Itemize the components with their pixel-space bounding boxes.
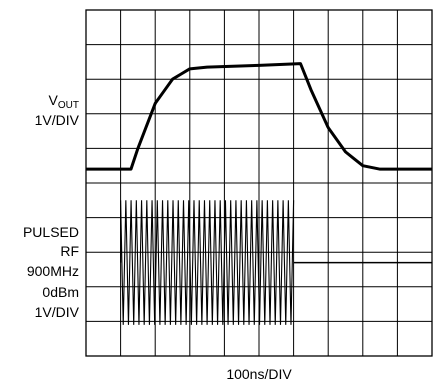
- rf-label-line-4: 0dBm: [42, 284, 79, 300]
- rf-label-line-5: 1V/DIV: [34, 304, 79, 320]
- rf-label-line-2: RF: [60, 243, 79, 259]
- x-axis-label: 100ns/DIV: [226, 366, 292, 382]
- rf-label-line-1: PULSED: [22, 224, 79, 240]
- vout-trace: [85, 62, 432, 171]
- rf-burst-trace: [120, 200, 295, 325]
- rf-label-line-3: 900MHz: [26, 263, 79, 279]
- vout-scale-label: 1V/DIV: [34, 112, 79, 128]
- vout-label: VOUT: [48, 92, 79, 111]
